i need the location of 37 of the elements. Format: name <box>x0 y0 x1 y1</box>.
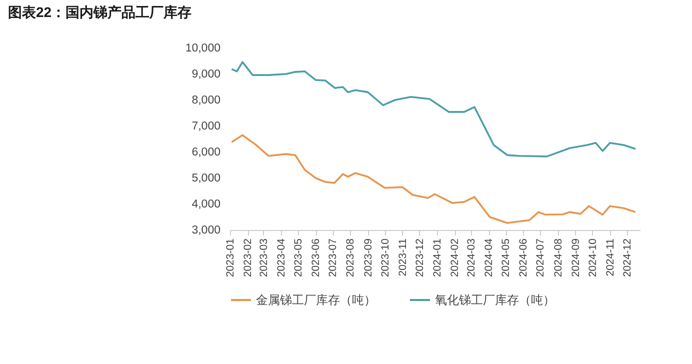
x-tick-label: 2024-03 <box>466 238 478 278</box>
x-tick-label: 2024-10 <box>586 238 599 278</box>
x-tick-label: 2023-08 <box>344 238 357 278</box>
x-tick-label: 2023-12 <box>414 238 426 278</box>
y-tick-label: 9,000 <box>192 68 220 80</box>
x-tick-label: 2024-12 <box>621 238 634 278</box>
line-series <box>230 134 636 224</box>
x-tick-label: 2023-02 <box>242 238 254 278</box>
text: 图表22：国内锑产品工厂库存 <box>8 4 192 20</box>
y-tick-label: 3,000 <box>192 224 220 236</box>
x-tick-label: 2024-05 <box>500 238 512 278</box>
x-tick-label: 2023-07 <box>327 238 340 278</box>
x-tick-label: 2023-04 <box>276 238 288 278</box>
x-tick-label: 2024-01 <box>431 238 444 278</box>
y-tick-label: 5,000 <box>192 172 220 184</box>
x-tick-label: 2024-02 <box>449 238 462 278</box>
x-tick-label: 2023-05 <box>292 238 305 278</box>
x-tick-label: 2023-06 <box>310 238 322 278</box>
y-tick-label: 8,000 <box>192 94 220 106</box>
line-series <box>230 61 636 158</box>
legend-label: 金属锑工厂库存（吨） <box>256 293 376 307</box>
x-tick-label: 2023-09 <box>362 238 374 278</box>
x-tick-label: 2024-08 <box>552 238 564 278</box>
y-tick-label: 10,000 <box>185 42 220 54</box>
x-tick-label: 2024-07 <box>534 238 547 278</box>
x-tick-label: 2024-04 <box>483 238 496 278</box>
x-tick-label: 2024-09 <box>570 238 582 278</box>
x-tick-label: 2024-06 <box>518 238 530 278</box>
y-tick-label: 7,000 <box>192 120 220 132</box>
x-tick-label: 2023-10 <box>379 238 392 278</box>
x-tick-label: 2023-03 <box>258 238 270 278</box>
legend-label: 氧化锑工厂库存（吨） <box>435 293 555 307</box>
y-tick-label: 6,000 <box>192 146 220 158</box>
x-tick-label: 2024-11 <box>604 238 616 276</box>
x-tick-label: 2023-01 <box>224 238 236 278</box>
y-tick-label: 4,000 <box>192 198 220 210</box>
x-tick-label: 2023-11 <box>396 238 409 276</box>
